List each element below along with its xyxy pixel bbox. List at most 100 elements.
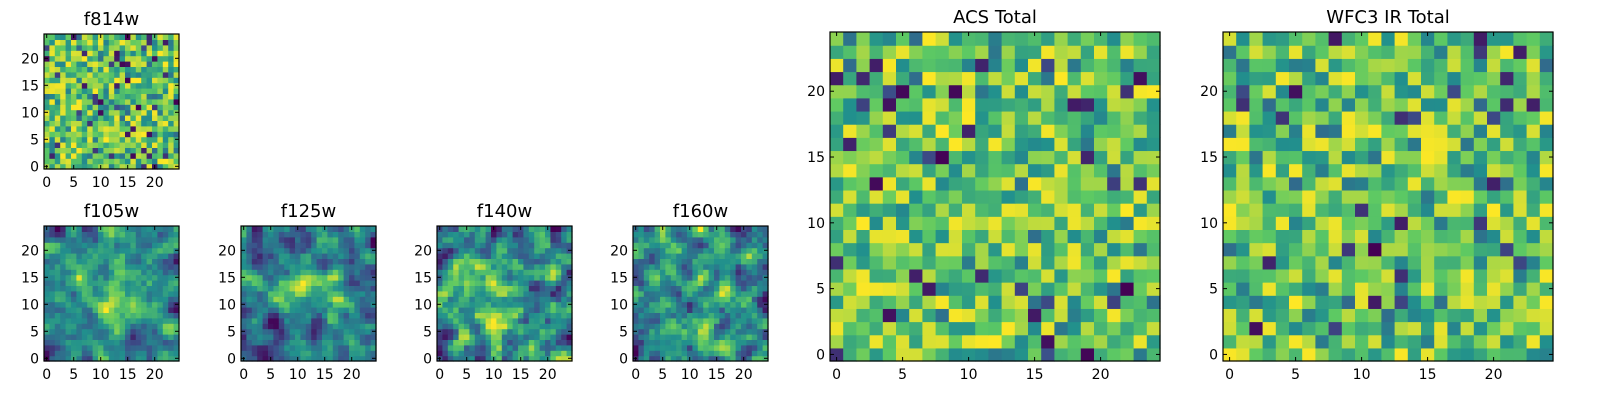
heatmap-cell (257, 307, 264, 313)
heatmap-cell (1223, 321, 1237, 336)
heatmap-cell (1041, 150, 1055, 165)
heatmap-cell (719, 317, 726, 324)
heatmap-cell (130, 71, 137, 78)
heatmap-cell (44, 290, 50, 297)
heatmap-cell (1120, 32, 1135, 46)
heatmap-cell (1146, 58, 1161, 73)
heatmap-cell (49, 147, 56, 154)
x-tick-label: 20 (343, 367, 361, 383)
heatmap-cell (130, 109, 137, 116)
heatmap-cell (119, 152, 126, 159)
heatmap-cell (322, 290, 328, 297)
heatmap-cell (1368, 71, 1382, 86)
heatmap-cell (909, 110, 923, 125)
heatmap-cell (741, 323, 747, 330)
heatmap-cell (1107, 58, 1121, 73)
heatmap-cell (338, 350, 345, 357)
heatmap-cell (1526, 110, 1541, 125)
heatmap-cell (643, 334, 650, 340)
heatmap-cell (1434, 255, 1448, 270)
heatmap-cell (173, 120, 180, 127)
heatmap-cell (65, 236, 72, 243)
heatmap-cell (687, 317, 693, 324)
heatmap-cell (654, 280, 661, 286)
heatmap-cell (1001, 176, 1016, 191)
heatmap-cell (332, 307, 339, 313)
heatmap-cell (157, 307, 164, 313)
heatmap-cell (751, 253, 758, 259)
heatmap-cell (735, 231, 742, 238)
heatmap-cell (168, 242, 175, 249)
heatmap-cell (65, 307, 72, 313)
heatmap-cell (168, 55, 175, 62)
heatmap-cell (643, 355, 650, 362)
heatmap-cell (474, 334, 481, 340)
heatmap-cell (1341, 321, 1356, 336)
heatmap-cell (354, 226, 361, 232)
heatmap-cell (152, 253, 158, 259)
heatmap-cell (1067, 176, 1082, 191)
heatmap-cell (168, 263, 175, 270)
heatmap-cell (935, 308, 950, 323)
heatmap-cell (173, 307, 180, 313)
heatmap-cell (251, 242, 258, 249)
heatmap-cell (654, 296, 661, 303)
heatmap-cell (464, 312, 470, 319)
heatmap-cell (87, 82, 94, 89)
heatmap-cell (49, 263, 56, 270)
heatmap-cell (843, 58, 857, 73)
heatmap-cell (545, 263, 551, 270)
heatmap-cell (469, 253, 476, 259)
heatmap-cell (251, 280, 258, 286)
heatmap-cell (1302, 124, 1316, 138)
heatmap-cell (162, 328, 169, 335)
heatmap-cell (125, 125, 131, 132)
heatmap-cell (327, 269, 334, 276)
heatmap-cell (962, 295, 976, 309)
heatmap-cell (76, 66, 83, 73)
y-tick-label: 0 (30, 351, 39, 367)
heatmap-cell (157, 253, 164, 259)
heatmap-cell (135, 247, 142, 254)
heatmap-cell (1001, 58, 1016, 73)
heatmap-cell (146, 147, 153, 154)
heatmap-cell (92, 236, 99, 243)
heatmap-cell (87, 328, 94, 335)
heatmap-cell (730, 247, 737, 254)
heatmap-cell (65, 280, 72, 286)
heatmap-cell (92, 109, 99, 116)
heatmap-cell (1500, 203, 1514, 217)
heatmap-cell (241, 334, 247, 340)
heatmap-cell (1487, 97, 1501, 112)
heatmap-cell (87, 258, 94, 265)
heatmap-cell (268, 323, 274, 330)
heatmap-cell (496, 312, 503, 319)
heatmap-cell (349, 269, 355, 276)
heatmap-cell (1223, 84, 1237, 99)
heatmap-cell (251, 269, 258, 276)
heatmap-cell (365, 307, 372, 313)
heatmap-cell (633, 269, 639, 276)
heatmap-cell (746, 274, 753, 281)
heatmap-cell (962, 321, 976, 336)
heatmap-cell (1080, 58, 1095, 73)
heatmap-cell (98, 323, 104, 330)
heatmap-cell (370, 317, 377, 324)
heatmap-cell (141, 236, 148, 243)
heatmap-cell (453, 236, 460, 243)
heatmap-cell (119, 71, 126, 78)
heatmap-cell (173, 93, 180, 100)
heatmap-cell (44, 77, 50, 84)
heatmap-cell (103, 115, 110, 121)
heatmap-cell (135, 269, 142, 276)
heatmap-cell (724, 280, 731, 286)
heatmap-cell (54, 55, 61, 62)
heatmap-cell (1120, 268, 1135, 283)
x-tick-label: 15 (512, 367, 530, 383)
heatmap-cell (49, 258, 56, 265)
heatmap-cell (1407, 71, 1422, 86)
heatmap-cell (654, 274, 661, 281)
heatmap-cell (49, 88, 56, 94)
y-tick-label: 0 (423, 351, 432, 367)
heatmap-cell (869, 189, 884, 204)
